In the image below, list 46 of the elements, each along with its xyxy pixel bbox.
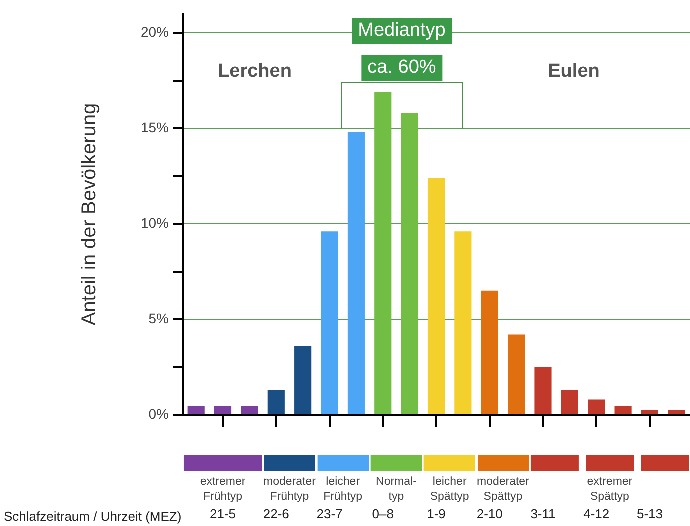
legend-label: leicher Frühtyp [322, 475, 364, 505]
bar [641, 410, 659, 414]
x-tick-label: 23-7 [316, 506, 343, 522]
bar [188, 406, 205, 414]
x-tick-label: 21-5 [210, 506, 236, 522]
bar [534, 367, 552, 414]
annotation: Mediantyp [352, 18, 452, 44]
x-tick-label: 2-10 [476, 506, 503, 522]
legend-label: extremer Spättyp [586, 475, 634, 505]
bar [374, 92, 392, 414]
bar [508, 334, 526, 414]
x-tick-label: 1-9 [427, 506, 446, 522]
bar [214, 406, 232, 414]
bar [454, 232, 472, 414]
x-tick-label: 0–8 [372, 506, 394, 522]
annotation: Eulen [548, 61, 600, 83]
annotation: Lerchen [218, 61, 292, 83]
annotation: ca. 60% [362, 55, 442, 81]
bar [588, 400, 606, 414]
y-tick-label: 0% [148, 406, 169, 422]
bar [481, 290, 498, 414]
y-tick-label: 20% [140, 24, 169, 40]
legend-label: leicher Spättyp [429, 475, 470, 505]
legend-label: moderater Frühtyp [263, 475, 316, 505]
bar [348, 132, 365, 414]
bar [401, 113, 418, 414]
legend-label: moderater Spättyp [476, 475, 530, 505]
bar [241, 406, 258, 414]
bar [668, 410, 686, 414]
bar [614, 406, 632, 414]
x-axis-title: Schlafzeitraum / Uhrzeit (MEZ) [4, 509, 182, 524]
bar [561, 390, 578, 414]
y-tick-label: 10% [140, 214, 169, 231]
legend-label: extremer Frühtyp [199, 475, 247, 505]
x-tick-label: 5-13 [636, 506, 663, 522]
bar [268, 390, 285, 414]
y-axis-title: Anteil in der Bevölkerung [78, 103, 101, 326]
x-tick-label: 22-6 [263, 506, 290, 522]
x-tick-label: 4-12 [584, 506, 610, 522]
x-tick-label: 3-11 [530, 506, 556, 522]
y-tick-label: 15% [140, 119, 169, 136]
legend-label: Normal-typ [375, 475, 418, 505]
y-tick-label: 5% [148, 310, 169, 326]
bar [321, 232, 338, 414]
bar [294, 346, 312, 414]
bar [428, 178, 446, 414]
